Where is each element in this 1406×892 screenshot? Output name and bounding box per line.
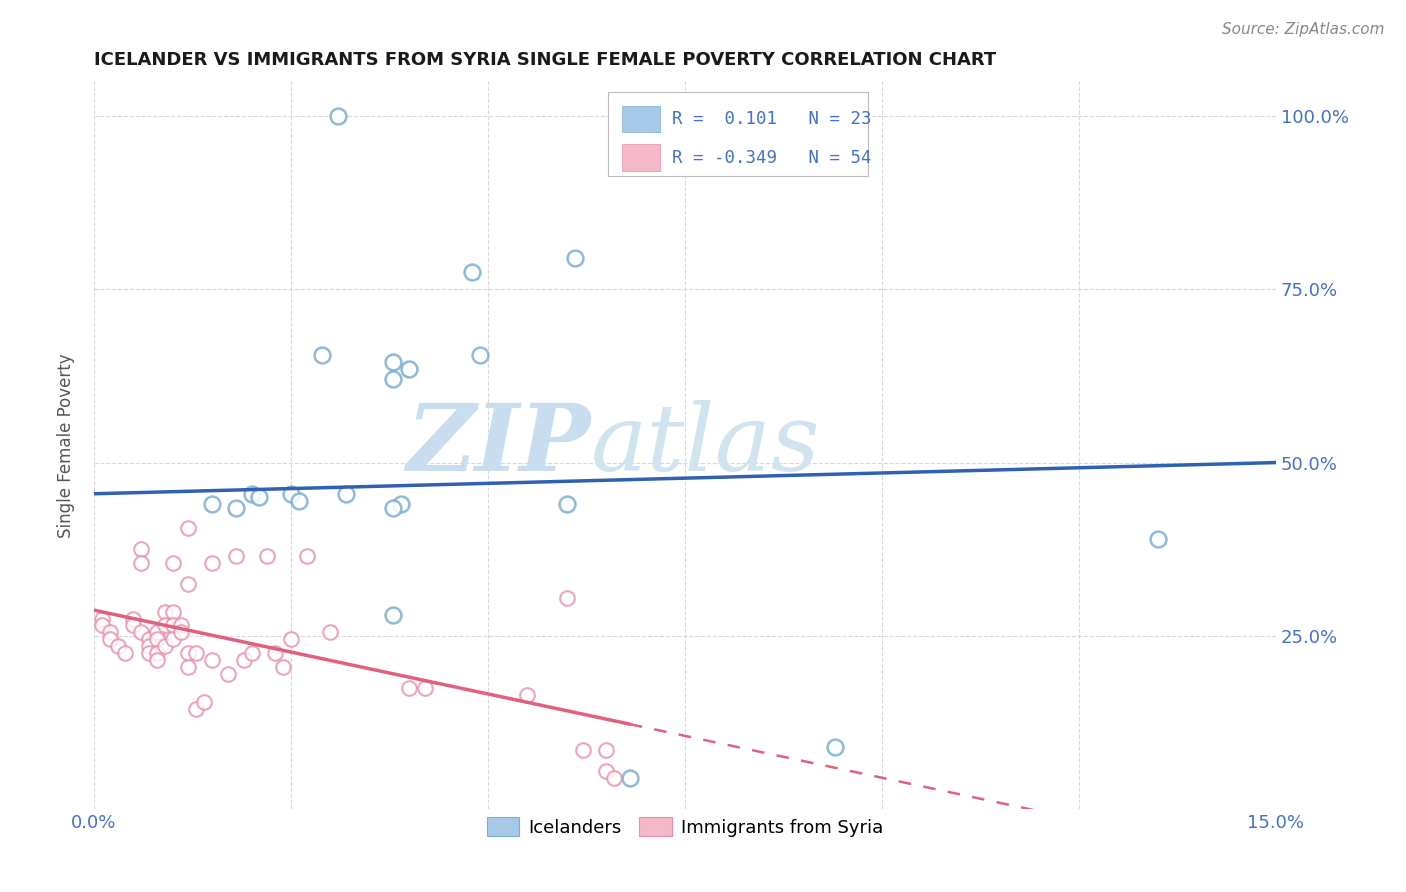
Point bbox=[389, 497, 412, 511]
Point bbox=[1146, 532, 1168, 546]
Point bbox=[153, 618, 176, 632]
Point bbox=[382, 355, 405, 369]
Point bbox=[122, 618, 145, 632]
Point bbox=[595, 743, 617, 757]
Point bbox=[382, 608, 405, 623]
Point bbox=[335, 487, 357, 501]
Point bbox=[153, 639, 176, 653]
Point bbox=[319, 625, 342, 640]
Point bbox=[146, 646, 169, 660]
Point bbox=[264, 646, 287, 660]
Point bbox=[201, 497, 224, 511]
Point bbox=[186, 701, 208, 715]
Point bbox=[162, 605, 184, 619]
Point bbox=[280, 632, 302, 647]
Text: Source: ZipAtlas.com: Source: ZipAtlas.com bbox=[1222, 22, 1385, 37]
Point bbox=[619, 771, 641, 785]
Point bbox=[398, 362, 420, 376]
Point bbox=[201, 653, 224, 667]
Point bbox=[146, 632, 169, 647]
Point bbox=[824, 739, 846, 754]
Point bbox=[114, 646, 136, 660]
Point bbox=[177, 577, 200, 591]
Y-axis label: Single Female Poverty: Single Female Poverty bbox=[58, 353, 75, 538]
Point bbox=[256, 549, 278, 563]
Point bbox=[162, 556, 184, 570]
Point bbox=[288, 493, 311, 508]
Text: R = -0.349   N = 54: R = -0.349 N = 54 bbox=[672, 149, 872, 167]
Point bbox=[177, 646, 200, 660]
Point bbox=[162, 618, 184, 632]
Bar bbox=[623, 105, 661, 132]
Point bbox=[138, 646, 160, 660]
Point bbox=[571, 743, 593, 757]
Point bbox=[516, 688, 538, 702]
Point bbox=[98, 632, 121, 647]
Point bbox=[461, 265, 484, 279]
Point bbox=[122, 611, 145, 625]
Point bbox=[138, 632, 160, 647]
Point bbox=[169, 618, 191, 632]
Point bbox=[468, 348, 491, 362]
Point bbox=[225, 549, 247, 563]
Point bbox=[555, 497, 578, 511]
Legend: Icelanders, Immigrants from Syria: Icelanders, Immigrants from Syria bbox=[479, 810, 890, 844]
Point bbox=[413, 681, 436, 695]
Point bbox=[177, 521, 200, 535]
Point bbox=[129, 625, 152, 640]
Point bbox=[232, 653, 254, 667]
Point bbox=[225, 500, 247, 515]
Point bbox=[146, 625, 169, 640]
Point bbox=[98, 625, 121, 640]
Point bbox=[129, 556, 152, 570]
Text: ZIP: ZIP bbox=[406, 401, 591, 491]
Point bbox=[658, 109, 681, 123]
Point bbox=[90, 611, 112, 625]
Text: R =  0.101   N = 23: R = 0.101 N = 23 bbox=[672, 110, 872, 128]
Point bbox=[138, 639, 160, 653]
Point bbox=[129, 542, 152, 557]
Point bbox=[201, 556, 224, 570]
Point bbox=[249, 490, 271, 504]
Point bbox=[177, 660, 200, 674]
Point bbox=[328, 109, 350, 123]
Point bbox=[295, 549, 318, 563]
Point bbox=[382, 372, 405, 386]
Text: atlas: atlas bbox=[591, 401, 820, 491]
Point bbox=[146, 653, 169, 667]
Point bbox=[186, 646, 208, 660]
Point bbox=[564, 251, 586, 265]
Point bbox=[271, 660, 294, 674]
Point bbox=[240, 487, 263, 501]
Point bbox=[280, 487, 302, 501]
Point bbox=[398, 681, 420, 695]
Point bbox=[603, 771, 626, 785]
Point bbox=[555, 591, 578, 605]
Point bbox=[311, 348, 333, 362]
Point bbox=[382, 500, 405, 515]
Point bbox=[217, 667, 239, 681]
Bar bbox=[623, 145, 661, 171]
Point bbox=[240, 646, 263, 660]
Point bbox=[162, 632, 184, 647]
Text: ICELANDER VS IMMIGRANTS FROM SYRIA SINGLE FEMALE POVERTY CORRELATION CHART: ICELANDER VS IMMIGRANTS FROM SYRIA SINGL… bbox=[94, 51, 997, 69]
Point bbox=[595, 764, 617, 778]
Point bbox=[193, 695, 215, 709]
FancyBboxPatch shape bbox=[609, 92, 868, 176]
Point bbox=[90, 618, 112, 632]
Point bbox=[153, 605, 176, 619]
Point bbox=[169, 625, 191, 640]
Point bbox=[107, 639, 129, 653]
